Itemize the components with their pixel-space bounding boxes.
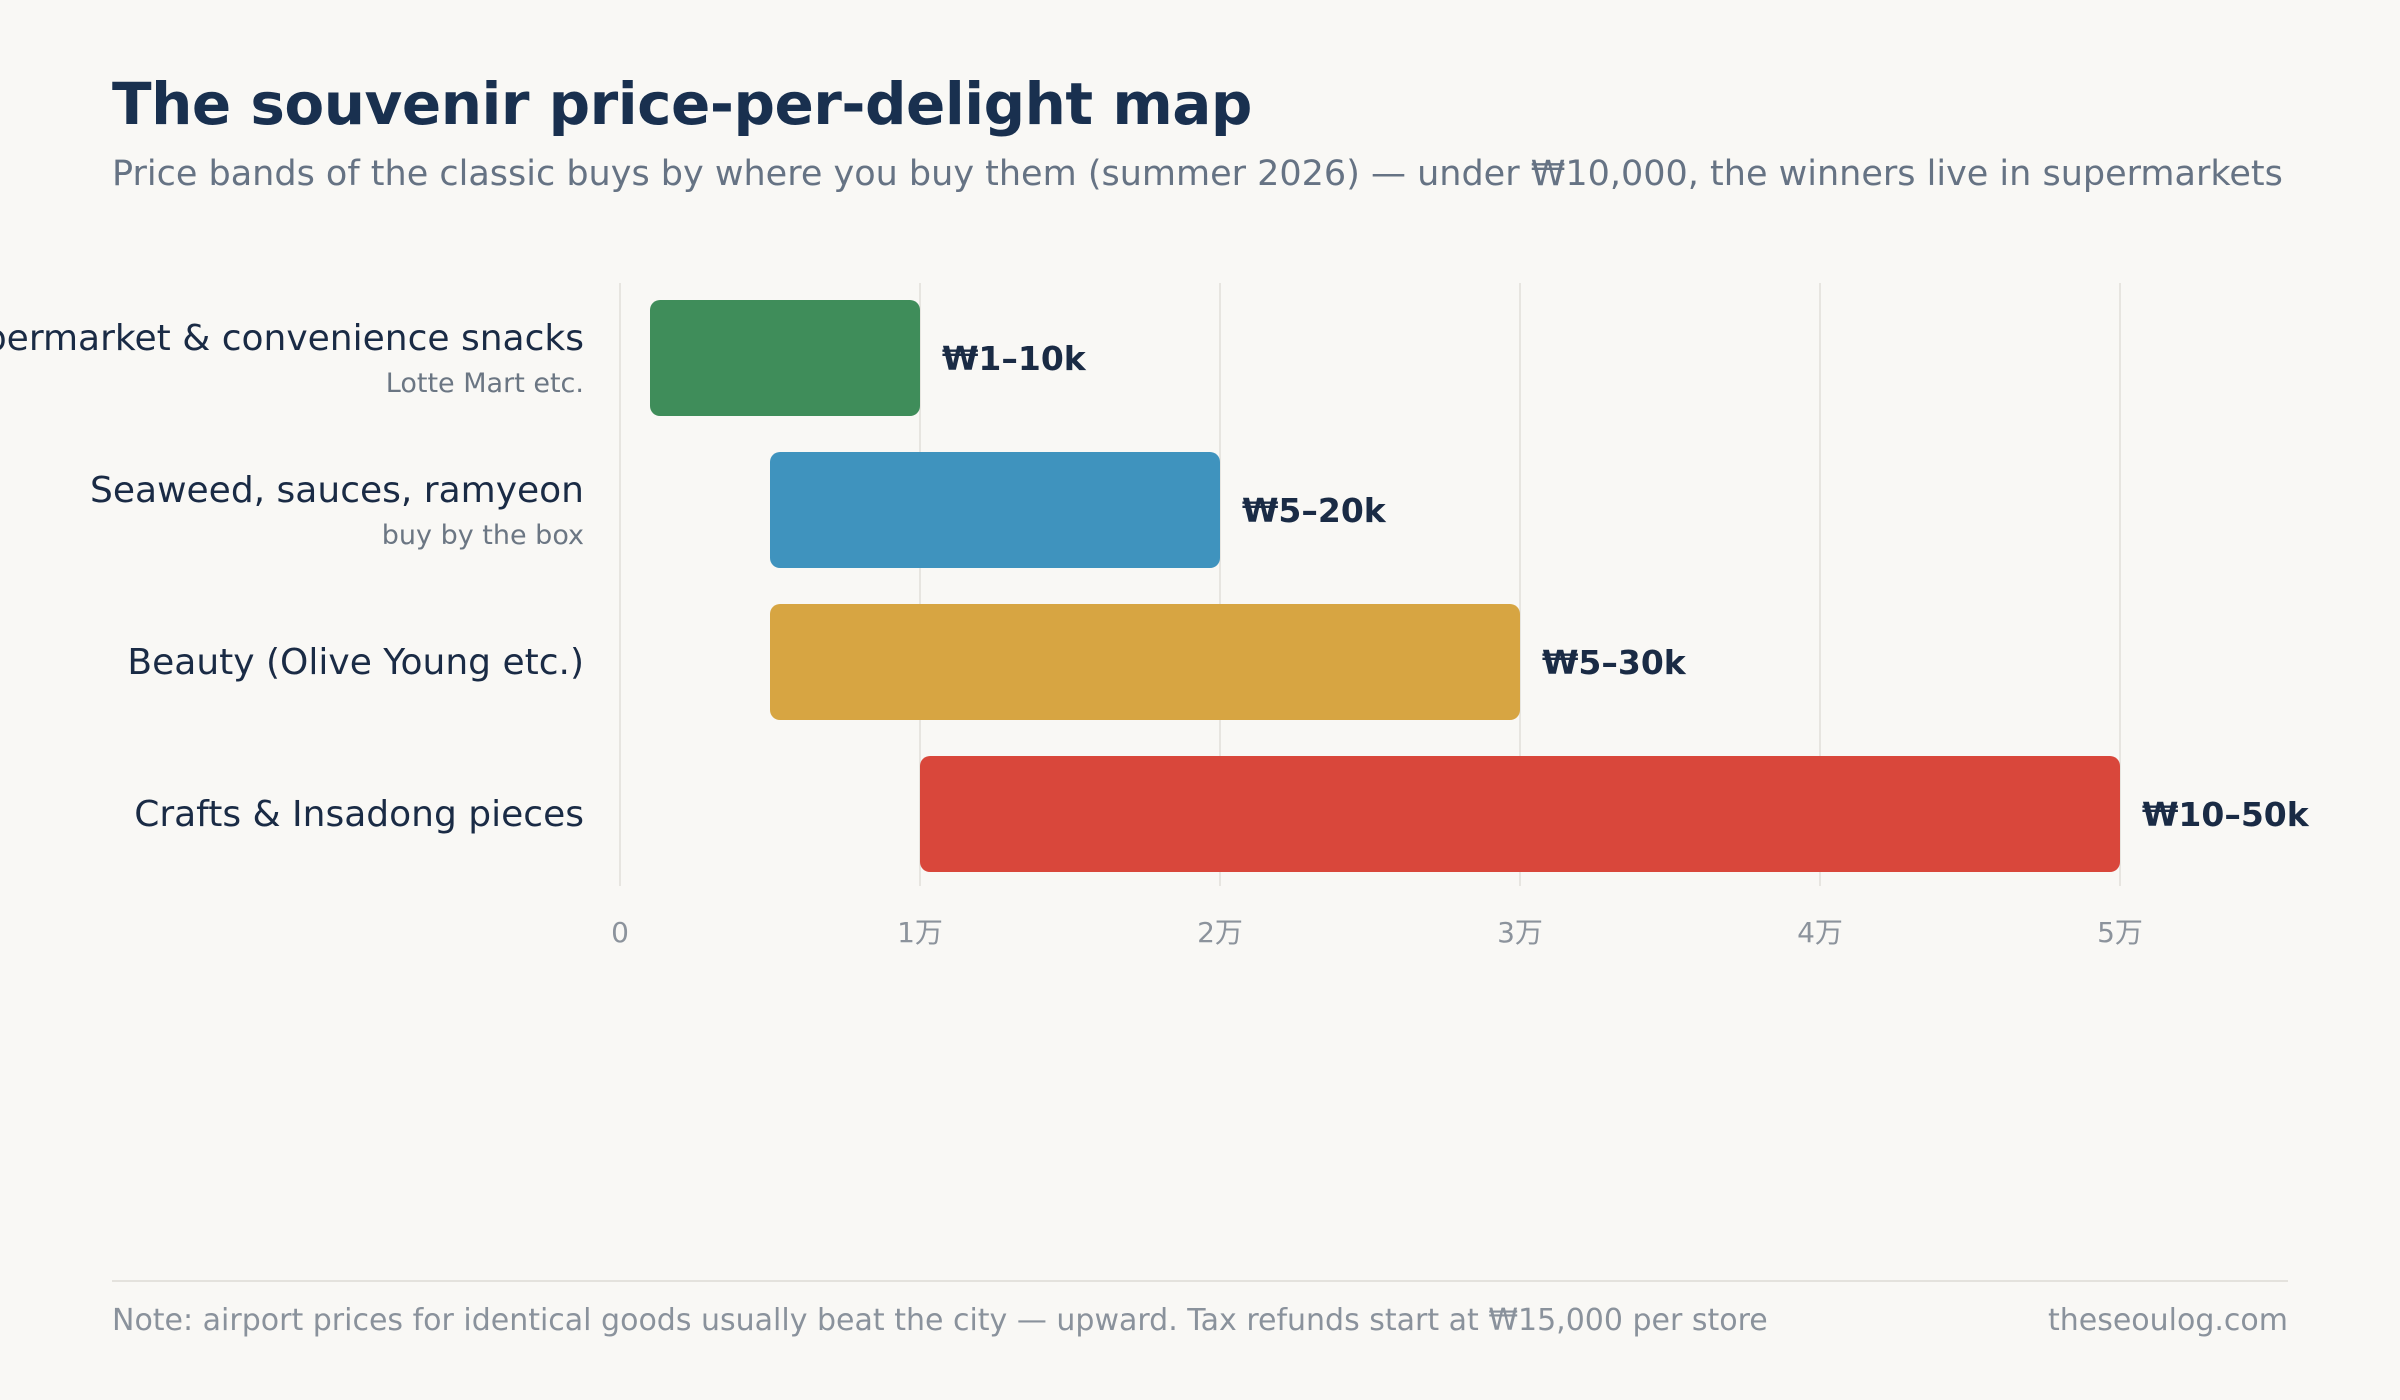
bar-0 xyxy=(650,300,920,416)
bar-value-label-2: ₩5–30k xyxy=(1542,643,1687,682)
chart-subtitle: Price bands of the classic buys by where… xyxy=(112,154,2283,194)
category-sublabel-0: Lotte Mart etc. xyxy=(386,368,584,399)
bar-value-label-3: ₩10–50k xyxy=(2142,795,2310,834)
category-label-2: Beauty (Olive Young etc.) xyxy=(127,642,584,683)
x-tick-label-4: 4万 xyxy=(1797,916,1843,949)
x-tick-label-3: 3万 xyxy=(1497,916,1543,949)
x-tick-label-5: 5万 xyxy=(2097,916,2143,949)
bar-1 xyxy=(770,452,1220,568)
bar-value-label-1: ₩5–20k xyxy=(1242,491,1387,530)
category-sublabel-1: buy by the box xyxy=(382,520,584,551)
source-credit: theseoulog.com xyxy=(2047,1303,2288,1338)
chart-title: The souvenir price-per-delight map xyxy=(112,70,1252,138)
category-label-0: Supermarket & convenience snacks xyxy=(0,318,584,359)
range-bar-chart: 0 1万 2万 3万 4万 5万 ₩1–10k Supermarket & convenien… xyxy=(0,283,2310,949)
footer-divider xyxy=(112,1280,2288,1282)
x-tick-label-1: 1万 xyxy=(897,916,943,949)
category-label-3: Crafts & Insadong pieces xyxy=(134,794,584,835)
category-label-1: Seaweed, sauces, ramyeon xyxy=(90,470,584,511)
x-tick-label-2: 2万 xyxy=(1197,916,1243,949)
bar-value-label-0: ₩1–10k xyxy=(942,339,1087,378)
footnote: Note: airport prices for identical goods… xyxy=(112,1303,1768,1338)
bar-3 xyxy=(920,756,2120,872)
bar-2 xyxy=(770,604,1520,720)
x-tick-label-0: 0 xyxy=(611,916,629,949)
